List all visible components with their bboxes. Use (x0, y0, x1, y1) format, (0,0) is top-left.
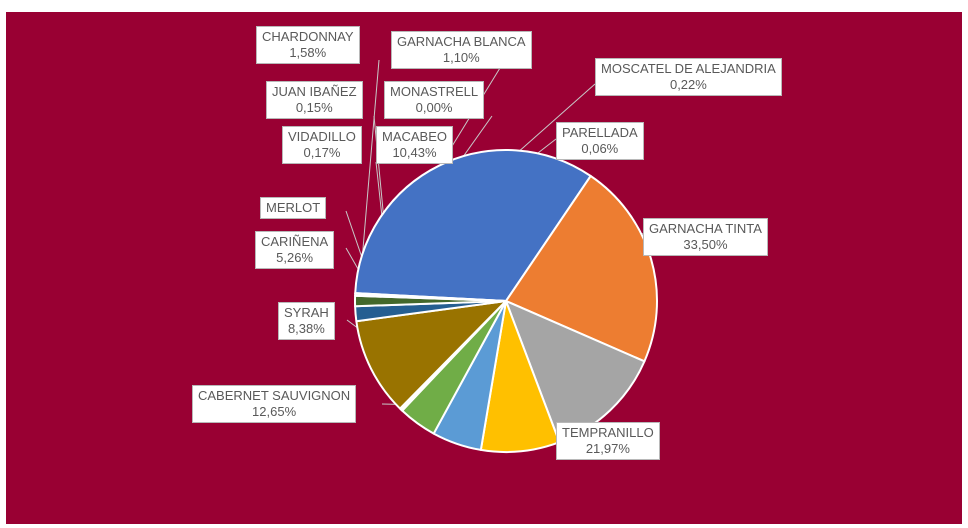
data-label-percent: 12,65% (252, 404, 297, 419)
data-label-tempranillo: TEMPRANILLO 21,97% (556, 422, 660, 460)
data-label-name: GARNACHA BLANCA (397, 34, 526, 49)
data-label-name: CHARDONNAY (262, 29, 354, 44)
data-label-monastrell: MONASTRELL 0,00% (384, 81, 485, 119)
data-label-cariñena: CARIÑENA 5,26% (255, 231, 335, 269)
chart-area: GARNACHA TINTA 33,50% TEMPRANILLO 21,97% CAB… (6, 12, 962, 524)
pie-slice-tempranillo (505, 174, 658, 363)
data-label-merlot: MERLOT (260, 197, 327, 219)
pie-slice-garnacha-tinta (354, 149, 592, 302)
data-label-name: PARELLADA (562, 125, 638, 140)
data-label-cabernet-sauvignon: CABERNET SAUVIGNON 12,65% (192, 385, 357, 423)
data-label-name: MERLOT (266, 200, 321, 215)
data-label-percent: 0,06% (581, 141, 619, 156)
data-label-percent: 5,26% (276, 250, 314, 265)
data-label-garnacha-tinta: GARNACHA TINTA 33,50% (643, 218, 768, 256)
data-label-garnacha-blanca: GARNACHA BLANCA 1,10% (391, 31, 532, 69)
data-label-juan-ibañez: JUAN IBAÑEZ 0,15% (266, 81, 363, 119)
data-label-name: MACABEO (382, 129, 448, 144)
data-label-vidadillo: VIDADILLO 0,17% (282, 126, 362, 164)
data-label-percent: 0,00% (415, 100, 453, 115)
data-label-name: CARIÑENA (261, 234, 329, 249)
data-label-moscatel-de-alejandria: MOSCATEL DE ALEJANDRIA 0,22% (595, 58, 782, 96)
data-label-percent: 10,43% (392, 145, 437, 160)
data-label-percent: 0,15% (295, 100, 333, 115)
pie-slice-parellada (354, 292, 507, 302)
data-label-macabeo: MACABEO 10,43% (376, 126, 454, 164)
pie-chart (345, 59, 658, 453)
data-label-name: SYRAH (284, 305, 329, 320)
data-label-name: GARNACHA TINTA (649, 221, 762, 236)
data-label-percent: 0,17% (303, 145, 341, 160)
pie-slice-macabeo (355, 300, 507, 410)
data-label-percent: 1,58% (289, 45, 327, 60)
data-label-parellada: PARELLADA 0,06% (556, 122, 644, 160)
data-label-percent: 1,10% (442, 50, 480, 65)
data-label-name: MOSCATEL DE ALEJANDRIA (601, 61, 776, 76)
data-label-name: JUAN IBAÑEZ (272, 84, 357, 99)
data-label-percent: 33,50% (683, 237, 728, 252)
data-label-name: MONASTRELL (390, 84, 479, 99)
data-label-chardonnay: CHARDONNAY 1,58% (256, 26, 360, 64)
data-label-name: CABERNET SAUVIGNON (198, 388, 351, 403)
data-label-name: TEMPRANILLO (562, 425, 654, 440)
data-label-name: VIDADILLO (288, 129, 356, 144)
data-label-syrah: SYRAH 8,38% (278, 302, 335, 340)
data-label-percent: 21,97% (585, 441, 630, 456)
data-label-percent: 0,22% (669, 77, 707, 92)
data-label-percent: 8,38% (287, 321, 325, 336)
